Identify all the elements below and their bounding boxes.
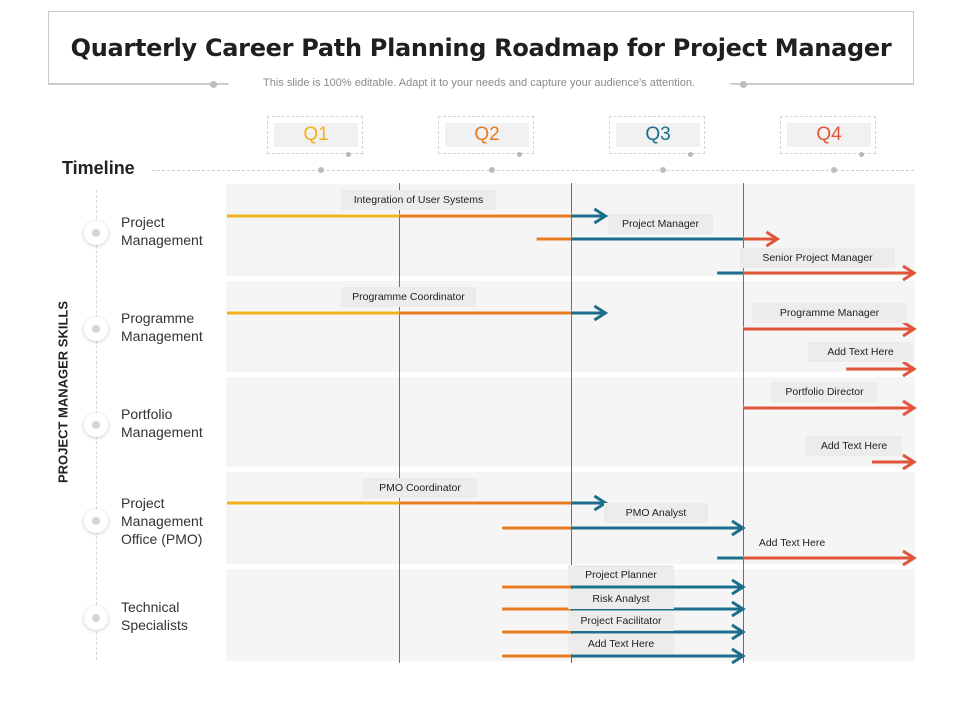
timeline-tick — [489, 167, 495, 173]
quarter-dot — [688, 152, 693, 157]
roadmap-arrow — [717, 549, 917, 567]
arrow-head — [902, 399, 917, 417]
arrow-head — [731, 623, 746, 641]
roadmap-arrow — [227, 494, 609, 512]
tag-add-text-here: Add Text Here — [806, 436, 902, 456]
roadmap-arrow — [717, 264, 917, 282]
subtitle-rule-right — [732, 84, 914, 85]
tag-integration-of-user-systems: Integration of User Systems — [341, 190, 496, 210]
roadmap-arrow — [502, 647, 746, 665]
row-label-portfolio-management: Portfolio Management — [121, 406, 203, 440]
arrow-head — [731, 519, 746, 537]
roadmap-arrow — [872, 453, 917, 471]
subtitle-dot-right — [740, 81, 747, 88]
tag-pmo-analyst: PMO Analyst — [604, 503, 708, 523]
row-node — [84, 221, 108, 245]
page-title: Quarterly Career Path Planning Roadmap f… — [70, 33, 892, 62]
roadmap-arrow — [502, 578, 746, 596]
row-label-technical-specialists: Technical Specialists — [121, 599, 188, 633]
roadmap-arrow — [743, 320, 917, 338]
quarter-q3: Q3 — [609, 116, 705, 157]
arrow-head — [731, 578, 746, 596]
roadmap-arrow — [227, 207, 609, 225]
roadmap-arrow — [227, 304, 609, 322]
row-band-4 — [226, 472, 915, 567]
row-node — [84, 509, 108, 533]
timeline-tick — [831, 167, 837, 173]
quarter-label: Q4 — [787, 123, 871, 147]
arrow-head — [902, 320, 917, 338]
tag-programme-coordinator: Programme Coordinator — [341, 287, 476, 307]
tag-project-facilitator: Project Facilitator — [568, 611, 674, 631]
grid-line-q2-q3 — [571, 183, 572, 663]
subtitle-dot-left — [210, 81, 217, 88]
tag-add-text-here: Add Text Here — [568, 634, 674, 654]
arrow-head — [593, 207, 609, 225]
grid-line-q1-q2 — [399, 183, 400, 663]
roadmap-arrow — [502, 623, 746, 641]
arrow-head — [731, 647, 746, 665]
arrow-head — [902, 453, 917, 471]
quarter-dot — [346, 152, 351, 157]
arrow-head — [902, 360, 917, 378]
row-node — [84, 606, 108, 630]
arrow-head — [593, 304, 609, 322]
arrow-head — [902, 264, 917, 282]
quarter-q2: Q2 — [438, 116, 534, 157]
quarter-dot — [517, 152, 522, 157]
quarter-label: Q2 — [445, 123, 529, 147]
subtitle: This slide is 100% editable. Adapt it to… — [229, 77, 729, 89]
quarter-dot — [859, 152, 864, 157]
tag-add-text-here: Add Text Here — [808, 342, 913, 362]
roadmap-arrow — [743, 399, 917, 417]
grid-line-q3-q4 — [743, 183, 744, 663]
quarter-label: Q1 — [274, 123, 358, 147]
tag-senior-project-manager: Senior Project Manager — [740, 248, 895, 268]
tag-project-manager: Project Manager — [608, 214, 713, 234]
arrow-head — [765, 230, 781, 248]
quarter-label: Q3 — [616, 123, 700, 147]
row-node — [84, 317, 108, 341]
row-label-programme-management: Programme Management — [121, 310, 203, 344]
arrow-head — [731, 600, 746, 618]
quarter-q4: Q4 — [780, 116, 876, 157]
row-label-pmo: Project Management Office (PMO) — [121, 495, 203, 547]
roadmap-arrow — [846, 360, 917, 378]
row-band-2 — [226, 281, 915, 375]
timeline-line — [152, 170, 914, 171]
subtitle-rule-left — [48, 84, 228, 85]
tag-portfolio-director: Portfolio Director — [771, 382, 878, 402]
roadmap-arrow — [502, 519, 746, 537]
timeline-tick — [660, 167, 666, 173]
tag-risk-analyst: Risk Analyst — [568, 589, 674, 609]
tag-project-planner: Project Planner — [568, 565, 674, 585]
tag-programme-manager: Programme Manager — [752, 303, 907, 323]
arrow-head — [902, 549, 917, 567]
timeline-tick — [318, 167, 324, 173]
row-label-project-management: Project Management — [121, 214, 203, 248]
roadmap-arrow — [536, 230, 781, 248]
timeline-label: Timeline — [62, 158, 135, 178]
tag-add-text-here: Add Text Here — [758, 537, 826, 549]
tag-pmo-coordinator: PMO Coordinator — [362, 478, 478, 498]
quarter-q1: Q1 — [267, 116, 363, 157]
row-node — [84, 413, 108, 437]
